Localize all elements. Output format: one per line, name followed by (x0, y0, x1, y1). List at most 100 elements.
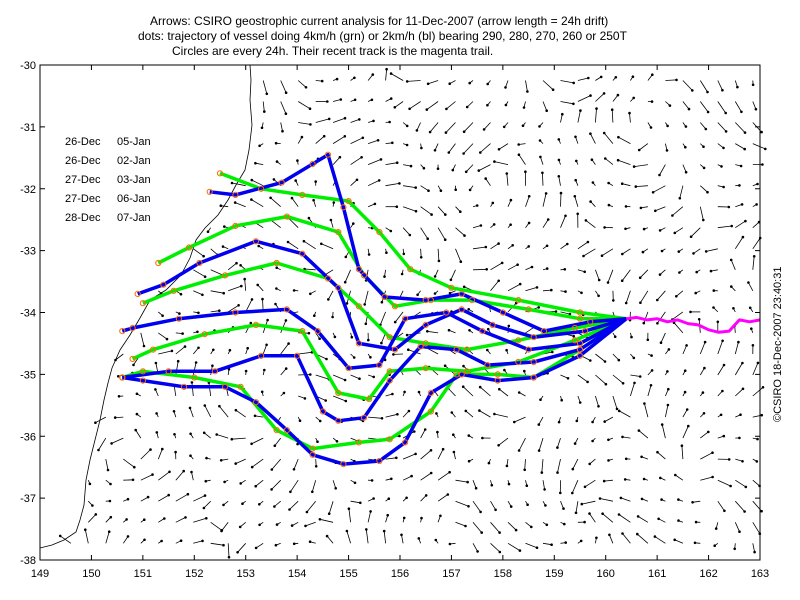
current-arrow (654, 536, 666, 544)
current-arrow (538, 416, 544, 425)
daily-circle (576, 352, 584, 359)
current-arrow (604, 416, 614, 422)
current-arrow-head (617, 513, 621, 516)
current-arrow-head (184, 516, 187, 519)
current-arrow-head (334, 487, 338, 490)
current-arrow-head (415, 129, 419, 132)
current-arrow-head (589, 132, 592, 135)
current-arrow (255, 162, 264, 165)
current-arrow-head (518, 549, 522, 552)
current-arrow (332, 374, 346, 381)
current-arrow-head (182, 469, 185, 473)
daily-circle (340, 204, 347, 211)
current-arrow-head (324, 399, 328, 402)
daily-circle (402, 439, 409, 446)
current-arrow-head (273, 444, 277, 448)
current-arrow-head (327, 298, 330, 301)
current-arrow (280, 101, 287, 114)
current-arrow-head (619, 496, 623, 500)
daily-circle (458, 306, 465, 313)
current-arrow (472, 480, 477, 489)
current-arrow (485, 178, 491, 186)
daily-circle (335, 229, 342, 236)
current-arrow-head (579, 539, 583, 543)
current-arrow-head (395, 161, 399, 164)
current-arrow-head (516, 263, 519, 267)
current-arrow-head (235, 261, 238, 265)
current-arrow-head (642, 321, 646, 325)
daily-circle (170, 287, 177, 294)
daily-circle (309, 451, 316, 458)
current-arrow (540, 156, 544, 165)
current-arrow (287, 241, 299, 250)
daily-circle (355, 439, 362, 446)
current-arrow-head (282, 391, 286, 395)
current-arrow-head (436, 167, 440, 170)
current-arrow-head (126, 535, 130, 538)
current-arrow (427, 80, 439, 85)
current-arrow-head (587, 76, 590, 80)
current-arrow-head (691, 89, 694, 92)
current-arrow-head (405, 80, 409, 83)
current-arrow-head (642, 227, 646, 231)
current-arrow (672, 311, 684, 320)
current-arrow (189, 407, 194, 418)
current-arrow-head (272, 178, 276, 181)
current-arrow-head (190, 381, 194, 384)
current-arrow-head (497, 279, 501, 283)
current-arrow-head (739, 413, 742, 417)
current-arrow (560, 374, 569, 379)
current-arrow-head (732, 307, 735, 310)
current-arrow-head (621, 435, 624, 439)
current-arrow (637, 516, 649, 523)
current-arrow-head (304, 524, 307, 528)
current-arrow-head (258, 523, 261, 527)
current-arrow (681, 445, 684, 460)
current-arrow-head (623, 478, 627, 481)
current-arrow-head (568, 312, 572, 316)
daily-circle (360, 414, 368, 421)
current-arrow (542, 289, 552, 292)
daily-circle (335, 284, 342, 291)
current-arrow-head (600, 254, 604, 257)
current-arrow-head (308, 107, 312, 110)
current-arrow (673, 322, 684, 334)
x-axis-ticks: 149 150 151 152 153 154 155 156 157 158 159 160 161 1… (31, 65, 769, 580)
current-arrow (262, 344, 267, 355)
current-arrow-head (741, 460, 744, 463)
current-arrow-head (309, 373, 312, 376)
current-arrow-head (221, 245, 225, 248)
daily-circle (191, 374, 198, 381)
current-arrow-head (236, 551, 239, 554)
current-arrow-head (684, 125, 688, 128)
current-arrow-head (244, 369, 248, 373)
current-arrow-head (353, 98, 357, 102)
current-arrow-head (486, 327, 490, 331)
current-arrow-head (505, 172, 509, 175)
current-arrow (403, 164, 412, 167)
current-arrow-head (689, 235, 693, 238)
current-arrow-head (467, 434, 471, 437)
current-arrow-head (660, 498, 663, 501)
current-arrow-head (566, 377, 570, 380)
current-arrow-head (263, 368, 266, 372)
current-arrow (717, 225, 732, 229)
current-arrow (483, 122, 491, 130)
current-arrow (472, 543, 478, 552)
current-arrow (193, 290, 203, 296)
current-arrow (420, 206, 432, 215)
current-arrow-head (161, 314, 164, 318)
current-arrow-head (756, 182, 759, 186)
current-arrow-head (464, 524, 467, 528)
current-arrow-head (660, 249, 664, 253)
current-arrow-head (481, 436, 484, 440)
current-arrow-head (311, 490, 314, 494)
current-arrow (450, 269, 456, 280)
current-arrow-head (502, 125, 506, 129)
current-arrow-head (304, 86, 308, 89)
current-arrow-head (462, 152, 465, 155)
current-arrow (175, 346, 186, 355)
current-arrow-head (584, 219, 588, 222)
current-arrow-head (186, 492, 190, 496)
